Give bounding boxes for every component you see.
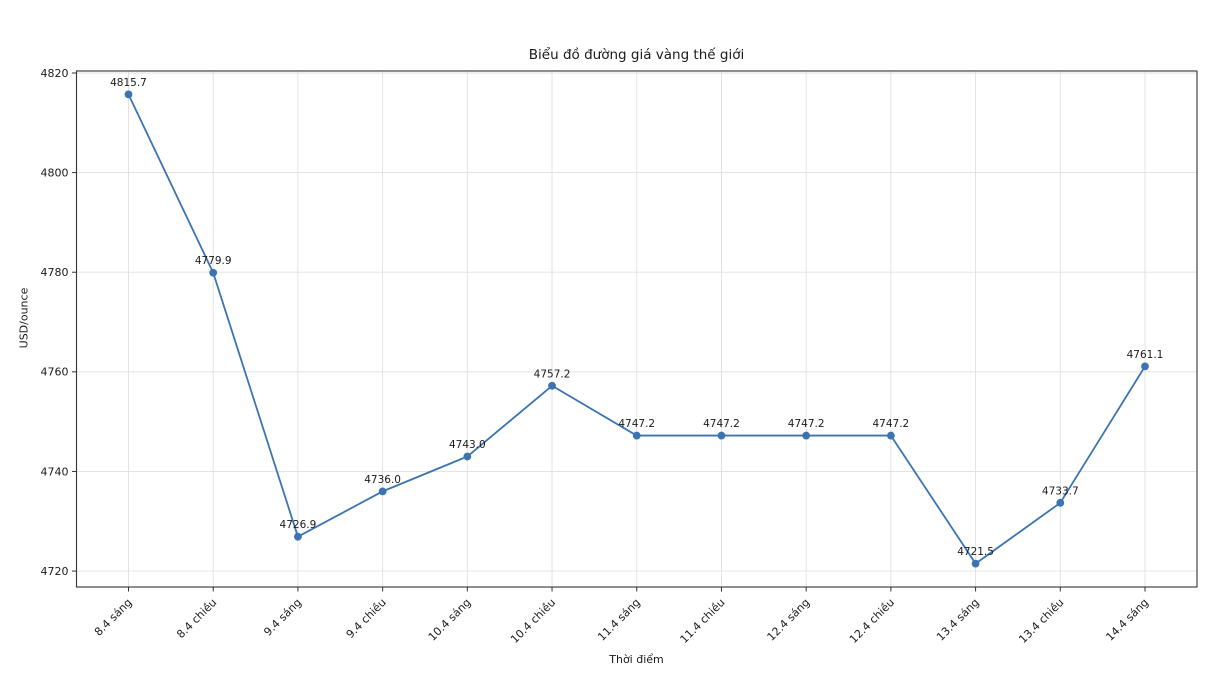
data-point-label: 4743.0: [449, 439, 486, 451]
data-point-marker: [632, 431, 641, 440]
y-tick-label: 4740: [41, 465, 69, 478]
y-tick-label: 4720: [41, 565, 69, 578]
data-point-label: 4747.2: [788, 418, 825, 430]
data-point-marker: [548, 381, 556, 390]
data-point-marker: [124, 90, 133, 99]
y-tick-label: 4760: [41, 366, 69, 379]
x-tick-label: 11.4 chiều: [678, 596, 728, 646]
x-tick-label: 9.4 chiều: [344, 596, 389, 641]
data-point-marker: [294, 532, 302, 541]
x-tick-label: 13.4 sáng: [934, 596, 982, 644]
chart-title: Biểu đồ đường giá vàng thế giới: [528, 47, 745, 63]
x-tick-label: 12.4 chiều: [847, 596, 897, 646]
x-tick-label: 14.4 sáng: [1103, 596, 1151, 644]
x-tick-label: 8.4 chiều: [174, 596, 219, 641]
x-tick-label: 13.4 chiều: [1016, 596, 1066, 646]
data-point-marker: [1141, 362, 1149, 371]
data-point-label: 4747.2: [618, 418, 655, 430]
data-point-marker: [971, 559, 980, 568]
data-point-label: 4747.2: [703, 418, 740, 430]
data-point-marker: [1056, 498, 1065, 507]
x-tick-label: 10.4 sáng: [426, 596, 474, 644]
x-axis-label: Thời điểm: [609, 653, 664, 666]
x-tick-label: 8.4 sáng: [92, 596, 135, 639]
data-point-label: 4779.9: [195, 255, 232, 267]
data-point-label: 4815.7: [110, 77, 147, 89]
data-point-marker: [886, 431, 895, 440]
y-tick-label: 4800: [41, 166, 69, 179]
plot-border: [75, 70, 1198, 588]
data-point-marker: [209, 268, 218, 277]
data-point-label: 4747.2: [873, 418, 910, 430]
x-tick-label: 11.4 sáng: [595, 596, 643, 644]
y-tick-label: 4820: [41, 67, 69, 80]
data-point-marker: [802, 431, 811, 440]
data-point-label: 4736.0: [364, 474, 401, 486]
data-point-label: 4733.7: [1042, 485, 1079, 497]
x-tick-label: 9.4 sáng: [261, 596, 304, 639]
x-tick-label: 10.4 chiều: [508, 596, 558, 646]
data-point-label: 4726.9: [280, 519, 317, 531]
x-tick-label: 12.4 sáng: [765, 596, 813, 644]
data-point-marker: [717, 431, 726, 440]
data-point-label: 4761.1: [1127, 349, 1164, 361]
data-point-label: 4757.2: [534, 368, 571, 380]
y-tick-label: 4780: [41, 266, 69, 279]
data-point-label: 4721.5: [957, 546, 994, 558]
data-point-marker: [463, 452, 472, 461]
data-point-marker: [378, 487, 387, 496]
